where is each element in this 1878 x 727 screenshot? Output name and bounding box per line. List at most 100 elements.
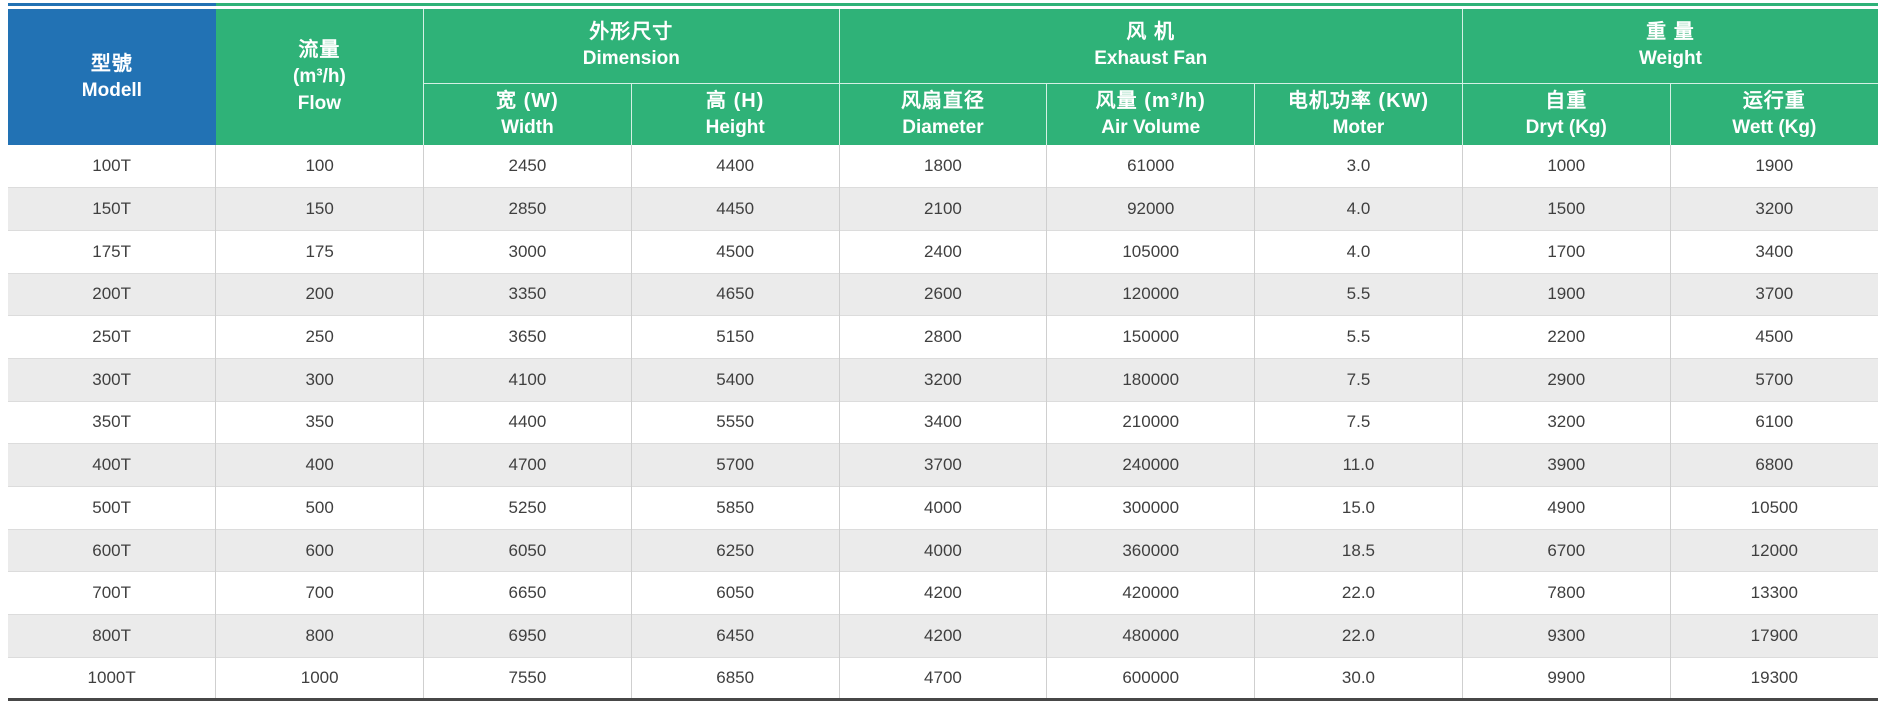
cell-model: 400T xyxy=(8,443,216,487)
top-accent-blue-segment xyxy=(8,3,216,6)
cell-model: 700T xyxy=(8,571,216,615)
cell-height: 5400 xyxy=(630,357,840,402)
cell-diameter: 1800 xyxy=(838,145,1047,188)
cell-diameter: 4700 xyxy=(838,656,1047,700)
cell-wet_weight_kg: 12000 xyxy=(1669,528,1878,572)
table-row: 175T 175 3000 4500 2400 105000 4.0 1700 3400 xyxy=(8,229,1878,274)
cell-width: 4100 xyxy=(423,357,632,402)
header-diameter-cell: 风扇直径 Diameter xyxy=(838,82,1047,145)
cell-motor_power_kw: 30.0 xyxy=(1254,656,1463,700)
cell-width: 3650 xyxy=(423,315,632,359)
cell-height: 5700 xyxy=(630,443,840,487)
cell-air_volume: 92000 xyxy=(1046,187,1255,231)
cell-flow: 500 xyxy=(215,486,424,530)
table-row: 150T 150 2850 4450 2100 92000 4.0 1500 3200 xyxy=(8,187,1878,231)
cell-air_volume: 105000 xyxy=(1046,229,1255,274)
cell-height: 5850 xyxy=(630,486,840,530)
cell-flow: 100 xyxy=(215,145,424,188)
cell-wet_weight_kg: 6800 xyxy=(1669,443,1878,487)
header-diameter-zh: 风扇直径 xyxy=(900,89,985,112)
cell-motor_power_kw: 7.5 xyxy=(1254,400,1463,444)
cell-height: 6050 xyxy=(630,571,840,615)
cell-model: 200T xyxy=(8,272,216,316)
cell-motor_power_kw: 22.0 xyxy=(1254,614,1463,658)
header-width-zh: 宽 (W) xyxy=(496,89,559,112)
cell-motor_power_kw: 5.5 xyxy=(1254,315,1463,359)
cell-motor_power_kw: 22.0 xyxy=(1254,571,1463,615)
cell-height: 4450 xyxy=(630,187,840,231)
header-height-zh: 高 (H) xyxy=(706,89,765,112)
cell-air_volume: 180000 xyxy=(1046,357,1255,402)
header-wet-weight-cell: 运行重 Wett (Kg) xyxy=(1669,82,1878,145)
cell-model: 175T xyxy=(8,229,216,274)
table-row: 350T 350 4400 5550 3400 210000 7.5 3200 6100 xyxy=(8,400,1878,444)
header-exhaust-fan-en: Exhaust Fan xyxy=(1094,48,1208,70)
header-height-cell: 高 (H) Height xyxy=(630,82,840,145)
cell-motor_power_kw: 4.0 xyxy=(1254,229,1463,274)
cell-model: 500T xyxy=(8,486,216,530)
cell-wet_weight_kg: 3200 xyxy=(1669,187,1878,231)
cell-dry_weight_kg: 9300 xyxy=(1461,614,1671,658)
cell-model: 250T xyxy=(8,315,216,359)
cell-motor_power_kw: 5.5 xyxy=(1254,272,1463,316)
header-dry-weight-cell: 自重 Dryt (Kg) xyxy=(1461,82,1671,145)
cooling-tower-spec-table: 型號 Modell 流量 (m³/h) Flow 外形尺寸 Dimension … xyxy=(8,9,1878,702)
cell-height: 5150 xyxy=(630,315,840,359)
cell-dry_weight_kg: 6700 xyxy=(1461,528,1671,572)
cell-model: 150T xyxy=(8,187,216,231)
cell-air_volume: 420000 xyxy=(1046,571,1255,615)
header-weight-zh: 重 量 xyxy=(1646,21,1695,44)
cell-dry_weight_kg: 1000 xyxy=(1461,145,1671,188)
cell-dry_weight_kg: 1700 xyxy=(1461,229,1671,274)
cell-height: 6450 xyxy=(630,614,840,658)
header-group-exhaust-fan: 风 机 Exhaust Fan xyxy=(838,9,1463,83)
header-group-dimension: 外形尺寸 Dimension xyxy=(423,9,840,83)
top-accent-green-segment xyxy=(216,3,1878,6)
cell-motor_power_kw: 3.0 xyxy=(1254,145,1463,188)
table-row: 700T 700 6650 6050 4200 420000 22.0 7800 13300 xyxy=(8,571,1878,615)
header-motor-cell: 电机功率 (KW) Moter xyxy=(1254,82,1463,145)
table-row: 500T 500 5250 5850 4000 300000 15.0 4900 10500 xyxy=(8,486,1878,530)
header-model-cell: 型號 Modell xyxy=(8,9,216,145)
cell-wet_weight_kg: 3700 xyxy=(1669,272,1878,316)
header-exhaust-fan-zh: 风 机 xyxy=(1126,21,1175,44)
cell-diameter: 3700 xyxy=(838,443,1047,487)
cell-dry_weight_kg: 4900 xyxy=(1461,486,1671,530)
cell-model: 350T xyxy=(8,400,216,444)
cell-flow: 250 xyxy=(215,315,424,359)
header-width-cell: 宽 (W) Width xyxy=(423,82,632,145)
cell-model: 800T xyxy=(8,614,216,658)
cell-dry_weight_kg: 2900 xyxy=(1461,357,1671,402)
cell-height: 4650 xyxy=(630,272,840,316)
header-model-zh: 型號 xyxy=(90,52,133,75)
cell-diameter: 4200 xyxy=(838,571,1047,615)
header-flow-cell: 流量 (m³/h) Flow xyxy=(215,9,424,145)
cell-width: 4700 xyxy=(423,443,632,487)
cell-flow: 175 xyxy=(215,229,424,274)
header-weight-en: Weight xyxy=(1638,48,1702,70)
cell-height: 6850 xyxy=(630,656,840,700)
cell-width: 3000 xyxy=(423,229,632,274)
cell-model: 1000T xyxy=(8,656,216,700)
cell-air_volume: 600000 xyxy=(1046,656,1255,700)
table-row: 100T 100 2450 4400 1800 61000 3.0 1000 1900 xyxy=(8,145,1878,188)
cell-motor_power_kw: 7.5 xyxy=(1254,357,1463,402)
cell-dry_weight_kg: 3900 xyxy=(1461,443,1671,487)
cell-motor_power_kw: 18.5 xyxy=(1254,528,1463,572)
cell-air_volume: 61000 xyxy=(1046,145,1255,188)
cell-width: 4400 xyxy=(423,400,632,444)
cell-dry_weight_kg: 1500 xyxy=(1461,187,1671,231)
cell-model: 600T xyxy=(8,528,216,572)
cell-flow: 800 xyxy=(215,614,424,658)
header-dry-weight-en: Dryt (Kg) xyxy=(1525,116,1607,138)
cell-flow: 400 xyxy=(215,443,424,487)
cell-air_volume: 210000 xyxy=(1046,400,1255,444)
cell-flow: 700 xyxy=(215,571,424,615)
cell-diameter: 3400 xyxy=(838,400,1047,444)
cell-dry_weight_kg: 1900 xyxy=(1461,272,1671,316)
header-motor-zh: 电机功率 (KW) xyxy=(1287,89,1430,112)
cell-wet_weight_kg: 5700 xyxy=(1669,357,1878,402)
table-row: 400T 400 4700 5700 3700 240000 11.0 3900 6800 xyxy=(8,443,1878,487)
cell-height: 5550 xyxy=(630,400,840,444)
cell-flow: 300 xyxy=(215,357,424,402)
